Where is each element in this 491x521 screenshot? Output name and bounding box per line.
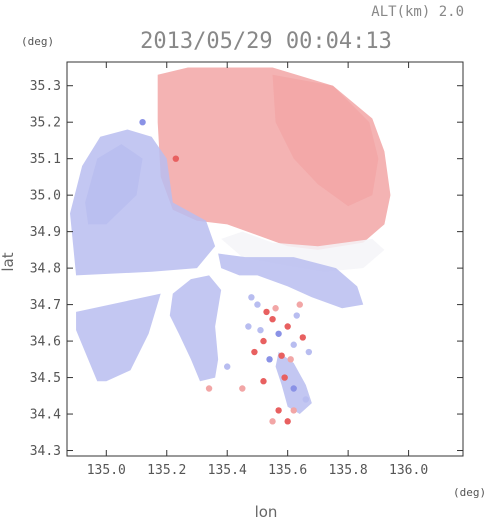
y-tick-label-2: 34.5 (30, 371, 61, 386)
x-tick-label-0: 135.0 (87, 463, 126, 478)
x-tick-label-2: 135.4 (208, 463, 247, 478)
echo-speckle-18 (284, 418, 291, 425)
echo-speckle-15 (281, 374, 288, 381)
echo-region-negative-6 (275, 352, 312, 415)
echo-region-positive-7 (272, 74, 379, 207)
y-tick-label-0: 34.3 (30, 444, 61, 459)
y-tick-label-6: 34.9 (30, 225, 61, 240)
echo-speckle-31 (296, 301, 303, 308)
echo-speckle-4 (275, 330, 282, 337)
echo-speckle-20 (302, 396, 310, 403)
echo-speckle-28 (305, 348, 313, 356)
echo-speckle-17 (275, 407, 282, 414)
x-tick-label-3: 135.6 (268, 463, 307, 478)
echo-region-negative-5 (218, 253, 364, 309)
echo-region-negative-4 (169, 275, 222, 382)
echo-speckle-5 (284, 323, 291, 330)
echo-speckle-10 (293, 312, 300, 319)
echo-speckle-3 (269, 315, 276, 323)
y-tick-label-7: 35.0 (30, 189, 61, 204)
y-tick-label-3: 34.6 (30, 335, 61, 350)
y-tick-label-9: 35.2 (30, 116, 61, 131)
y-tick-label-1: 34.4 (30, 408, 61, 423)
echo-speckle-26 (205, 385, 213, 392)
echo-speckle-8 (266, 356, 273, 363)
lon-unit-label: (deg) (453, 486, 486, 499)
echo-speckle-30 (248, 294, 255, 301)
echo-speckle-19 (269, 418, 276, 425)
echo-speckle-11 (299, 334, 306, 341)
echo-speckle-27 (254, 301, 261, 308)
y-tick-label-10: 35.3 (30, 79, 61, 94)
plot-frame (66, 61, 464, 457)
echo-speckle-9 (272, 305, 279, 312)
echo-speckle-13 (263, 308, 270, 316)
x-tick-label-5: 136.0 (389, 463, 428, 478)
echo-speckle-29 (260, 378, 267, 385)
y-axis-title: lat (0, 252, 17, 271)
y-tick-label-4: 34.7 (30, 298, 61, 313)
timestamp-title: 2013/05/29 00:04:13 (140, 29, 392, 54)
x-axis-title: lon (255, 503, 278, 521)
echo-speckle-2 (260, 337, 267, 345)
altitude-label: ALT(km) 2.0 (371, 4, 464, 20)
echo-speckle-16 (290, 385, 297, 392)
data-layer (70, 67, 391, 425)
echo-region-negative-3 (76, 293, 161, 382)
echo-speckle-14 (287, 356, 294, 363)
lat-unit-label: (deg) (21, 35, 54, 48)
echo-speckle-21 (290, 407, 297, 414)
y-tick-label-5: 34.8 (30, 262, 61, 277)
echo-speckle-12 (245, 323, 252, 330)
x-tick-label-1: 135.2 (147, 463, 186, 478)
echo-speckle-6 (290, 341, 297, 348)
echo-speckle-25 (224, 363, 231, 370)
echo-speckle-1 (257, 326, 264, 334)
tick-layer: 135.0 135.2 135.4 135.6 135.8 136.0 34.3 34.4 34… (30, 62, 463, 478)
echo-speckle-7 (278, 352, 285, 359)
y-tick-label-8: 35.1 (30, 152, 61, 167)
echo-region-negative-8 (85, 144, 143, 225)
echo-speckle-24 (239, 385, 246, 392)
echo-speckle-0 (251, 348, 258, 356)
x-tick-label-4: 135.8 (329, 463, 368, 478)
echo-region-neutral-1 (221, 231, 385, 272)
echo-speckle-22 (172, 155, 180, 162)
echo-speckle-23 (139, 118, 146, 126)
